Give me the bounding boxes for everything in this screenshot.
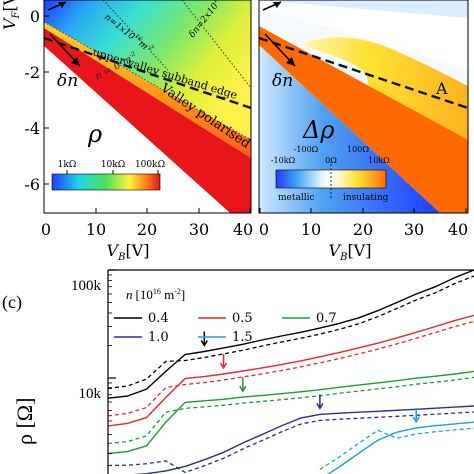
legend-label-0.4: 0.4 <box>148 311 169 326</box>
series-line-0.4 <box>108 270 474 399</box>
panel-b-region-label: A <box>435 79 448 98</box>
panel-b-insulating-lobe <box>300 37 468 140</box>
panel-c-label: (c) <box>2 292 22 313</box>
legend-label-0.5: 0.5 <box>232 311 253 326</box>
panel-c: (c) 100k 10k ρ [Ω] n [1016 m-2] 0.4 0.5 0.7… <box>2 269 474 474</box>
panel-b-upper-valley-edge-line <box>259 36 468 110</box>
panel-a-x-tick-label: 20 <box>137 220 157 239</box>
panel-a-x-axis-label: VB[V] <box>107 241 150 263</box>
panel-a-y-tick-label: 0 <box>30 7 40 26</box>
series-fit-line-1.0 <box>108 411 474 474</box>
series-fit-line-1.5 <box>319 427 474 470</box>
series-line-0.5 <box>108 314 474 427</box>
panel-b-x-tick-label: 30 <box>404 220 424 239</box>
panel-a-x-tick-label: 10 <box>86 220 106 239</box>
panel-b-x-tick-label: 0 <box>259 220 269 239</box>
panel-b-symbol: Δρ <box>302 116 334 144</box>
panel-a-upper-region <box>44 0 251 140</box>
kink-arrow-0.7 <box>239 377 247 393</box>
panel-a-colorbar-tick: 100kΩ <box>135 160 165 170</box>
panel-b-x-ticks: 0 10 20 30 40 <box>259 208 468 239</box>
panel-a-map <box>44 0 251 213</box>
panel-b-x-tick-label: 20 <box>353 220 373 239</box>
panel-a: δn n=1x1016m-2 δn=2x1016m-2 upper valley… <box>0 0 253 263</box>
panel-a-y-ticks: 0 -2 -4 -6 <box>24 7 49 194</box>
panel-a-empty-region <box>44 46 230 213</box>
legend-label-1.5: 1.5 <box>232 330 253 345</box>
panel-b-insulating-label: insulating <box>343 193 389 203</box>
panel-b-metallic-label: metallic <box>278 193 315 203</box>
panel-c-legend-title: n [1016 m-2] <box>126 287 185 302</box>
panel-a-x-tick-label: 40 <box>233 220 253 239</box>
panel-b-x-tick-label: 10 <box>301 220 321 239</box>
panel-a-red-region <box>44 28 251 213</box>
legend-label-0.7: 0.7 <box>316 311 337 326</box>
panel-a-colorbar-tick: 10kΩ <box>101 160 125 170</box>
panel-a-dn-line <box>181 0 251 89</box>
kink-arrow-1.0 <box>316 394 324 410</box>
panel-a-valley-band <box>44 22 251 158</box>
panel-a-y-tick-label: -4 <box>24 119 40 138</box>
kink-arrow-1.5 <box>412 407 420 424</box>
panel-b-colorbar-tick: -100Ω <box>294 145 319 154</box>
panel-a-n0-line <box>44 21 251 141</box>
panel-a-upper-valley-edge-line <box>44 36 251 110</box>
panel-c-y-tick-label: 10k <box>79 386 102 402</box>
series-fit-line-0.7 <box>108 376 474 445</box>
legend-label-1.0: 1.0 <box>148 330 169 345</box>
panel-b-x-tick-label: 40 <box>448 220 468 239</box>
panel-a-colorbar <box>51 173 161 191</box>
kink-arrow-0.5 <box>219 353 228 370</box>
series-line-0.7 <box>108 370 474 455</box>
panel-c-y-axis-label: ρ [Ω] <box>12 398 37 445</box>
panel-b-dn-label: δn <box>272 71 293 91</box>
panel-a-colorbar-tick: 1kΩ <box>58 160 77 170</box>
series-fit-line-0.5 <box>108 320 474 417</box>
panel-a-x-ticks: 0 10 20 30 40 <box>41 208 253 239</box>
panel-c-y-ticks <box>108 269 116 454</box>
panel-a-x-tick-label: 0 <box>41 220 51 239</box>
panel-b-colorbar-tick: 10kΩ <box>368 156 390 165</box>
panel-a-symbol: ρ <box>87 120 102 148</box>
series-line-1.0 <box>133 405 474 474</box>
panel-a-y-tick-label: -2 <box>24 63 40 82</box>
series-line-1.5 <box>327 421 474 474</box>
panel-c-plot <box>108 270 474 474</box>
panel-b-x-axis-label: VB[V] <box>329 241 372 263</box>
panel-a-x-tick-label: 30 <box>189 220 209 239</box>
panel-a-y-tick-label: -6 <box>24 175 40 194</box>
panel-b-colorbar-tick: 100Ω <box>347 145 369 154</box>
panel-b-orange-region <box>259 26 468 213</box>
panel-b-colorbar-tick: 0Ω <box>325 156 337 165</box>
kink-arrow-0.4 <box>200 331 208 347</box>
panel-a-dn-label: δn <box>57 71 78 91</box>
panel-a-y-axis-label: VF[V] <box>0 0 22 30</box>
panel-b-colorbar-tick: -10kΩ <box>271 156 296 165</box>
panel-c-y-tick-label: 100k <box>71 278 102 294</box>
panel-c-legend: 0.4 0.5 0.7 1.0 1.5 <box>114 311 337 345</box>
panel-b: δn A Δρ -100Ω 100Ω -10kΩ 0Ω 10kΩ metalli… <box>258 0 469 263</box>
